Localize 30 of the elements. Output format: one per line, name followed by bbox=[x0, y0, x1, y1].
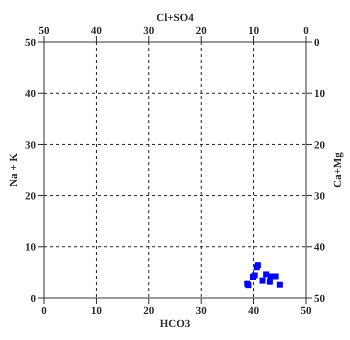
point bbox=[276, 282, 283, 288]
y-tick-label: 0 bbox=[30, 292, 36, 305]
x-axis-title: HCO3 bbox=[160, 318, 191, 330]
y-tick-label: 10 bbox=[25, 242, 36, 254]
x-tick-label: 0 bbox=[41, 304, 48, 317]
y-tick-label: 40 bbox=[25, 88, 36, 100]
y-tick-label: 30 bbox=[25, 139, 36, 152]
x2-tick-label: 10 bbox=[248, 25, 260, 37]
y2-tick-label: 10 bbox=[314, 88, 326, 100]
x2-tick-label: 20 bbox=[196, 25, 208, 37]
y2-tick-label: 50 bbox=[314, 292, 326, 305]
y2-tick-label: 30 bbox=[314, 190, 326, 203]
x2-tick-label: 50 bbox=[38, 25, 50, 37]
y2-axis-title: Ca+Mg bbox=[332, 152, 344, 188]
x2-axis-title: Cl+SO4 bbox=[156, 12, 194, 24]
x2-tick-label: 0 bbox=[303, 25, 310, 37]
x-tick-label: 40 bbox=[248, 304, 260, 317]
y2-tick-label: 0 bbox=[314, 36, 320, 49]
x2-tick-label: 30 bbox=[143, 25, 155, 37]
point bbox=[260, 278, 266, 284]
y-axis-title: Na + K bbox=[8, 152, 20, 187]
x-tick-label: 50 bbox=[300, 304, 312, 317]
y2-tick-label: 20 bbox=[314, 139, 326, 152]
y-tick-label: 50 bbox=[25, 36, 36, 49]
y-tick-label: 20 bbox=[25, 190, 36, 203]
y2-tick-label: 40 bbox=[314, 242, 326, 254]
x-tick-label: 30 bbox=[196, 304, 208, 317]
x-tick-label: 10 bbox=[90, 304, 102, 317]
x-tick-label: 20 bbox=[143, 304, 155, 317]
x2-tick-label: 40 bbox=[90, 25, 102, 37]
